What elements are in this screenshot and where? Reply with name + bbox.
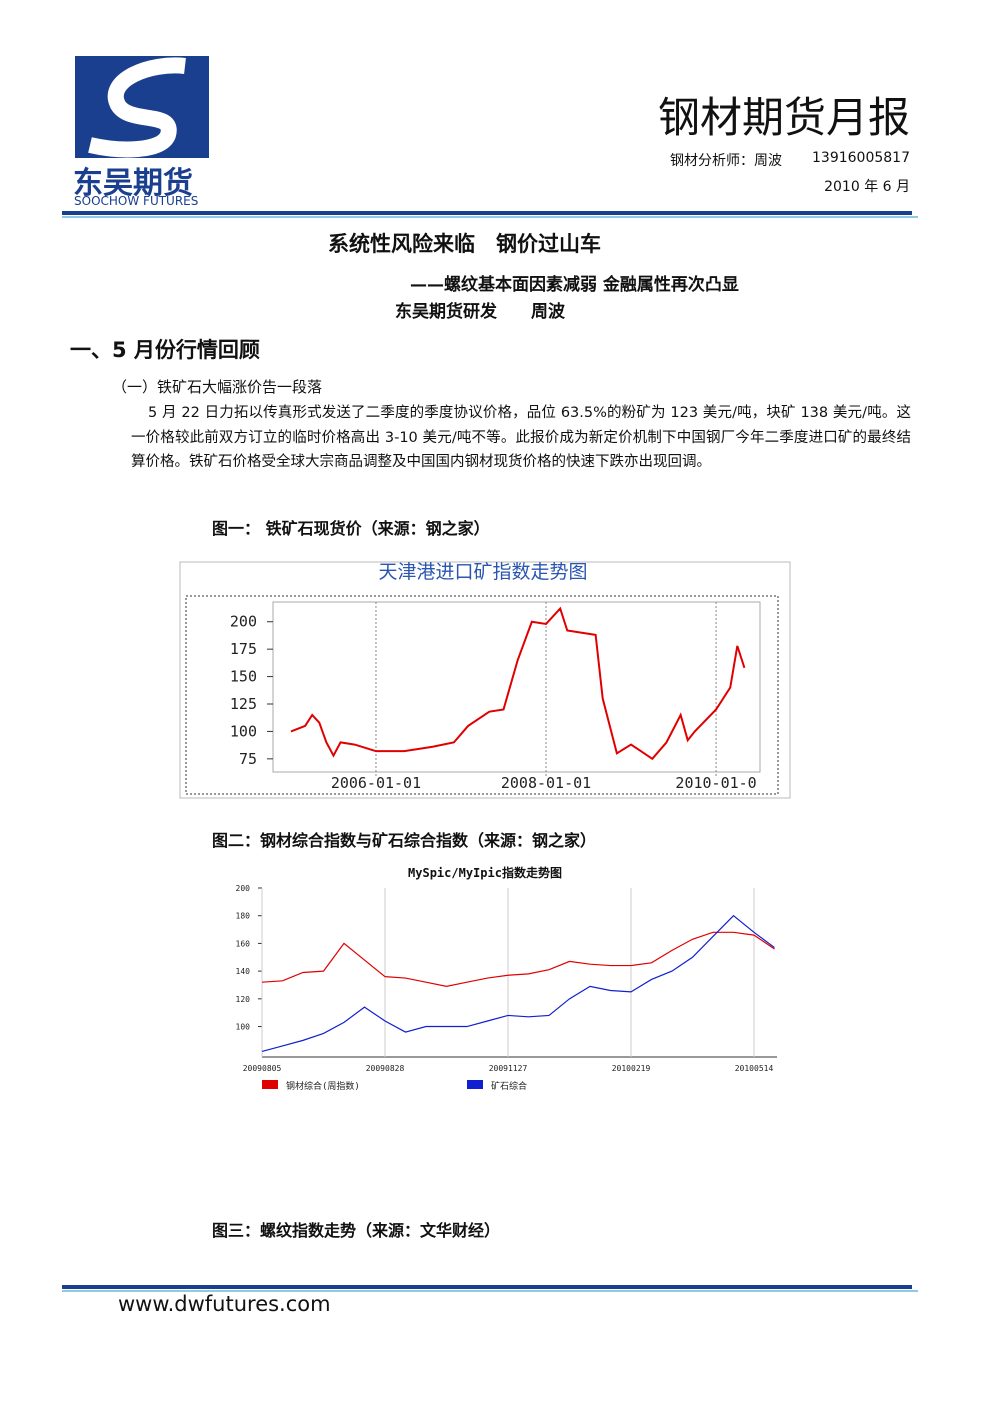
legend-swatch [262, 1080, 278, 1089]
y-tick-label: 75 [239, 750, 257, 768]
figure-caption: 图一： 铁矿石现货价（来源：钢之家） [212, 519, 490, 538]
subsection-heading: （一）铁矿石大幅涨价告一段落 [112, 378, 323, 396]
footer-url: www.dwfutures.com [118, 1292, 331, 1316]
x-tick-label: 2008-01-01 [501, 774, 591, 792]
x-tick-label: 20100219 [612, 1064, 651, 1073]
paragraph: 5 月 22 日力拓以传真形式发送了二季度的季度协议价格，品位 63.5%的粉矿… [131, 405, 911, 470]
subtitle: ——螺纹基本面因素减弱 金融属性再次凸显 [410, 275, 739, 295]
legend-swatch [467, 1080, 483, 1089]
byline: 东吴期货研发 周波 [395, 302, 565, 322]
footer-rule [62, 1285, 912, 1289]
header-rule [62, 211, 912, 215]
x-tick-label: 20090805 [243, 1064, 282, 1073]
date: 2010 年 6 月 [824, 179, 910, 195]
x-tick-label: 2010-01-0 [675, 774, 756, 792]
x-tick-label: 20091127 [489, 1064, 528, 1073]
footer-rule-light [62, 1290, 918, 1292]
y-tick-label: 120 [236, 995, 251, 1004]
chart-title: 天津港进口矿指数走势图 [378, 561, 587, 583]
y-tick-label: 200 [236, 884, 251, 893]
logo-en: SOOCHOW FUTURES [74, 194, 199, 208]
data-line [261, 931, 775, 987]
x-tick-label: 2006-01-01 [331, 774, 421, 792]
x-tick-label: 20100514 [735, 1064, 774, 1073]
chart-title: MySpic/MyIpic指数走势图 [408, 865, 562, 880]
y-tick-label: 150 [230, 668, 257, 686]
logo-cn: 东吴期货 [73, 166, 193, 201]
y-tick-label: 175 [230, 640, 257, 658]
header-rule-light [62, 216, 918, 218]
phone: 13916005817 [812, 150, 910, 166]
y-tick-label: 100 [236, 1023, 251, 1032]
plot-area [272, 601, 761, 773]
y-tick-label: 125 [230, 695, 257, 713]
y-tick-label: 200 [230, 613, 257, 631]
figure-frame [179, 561, 791, 799]
y-tick-label: 100 [230, 722, 257, 740]
data-line [261, 914, 775, 1053]
legend-label: 钢材综合(周指数) [286, 1080, 360, 1092]
report-title: 钢材期货月报 [657, 93, 910, 142]
logo [75, 56, 209, 158]
legend-label: 矿石综合 [491, 1080, 527, 1092]
data-line [290, 606, 746, 761]
x-tick-label: 20090828 [366, 1064, 405, 1073]
analyst: 钢材分析师：周波 [670, 153, 782, 169]
figure-inner-frame [185, 595, 779, 795]
y-tick-label: 180 [236, 912, 251, 921]
figure-caption: 图二：钢材综合指数与矿石综合指数（来源：钢之家） [212, 831, 597, 850]
section-heading: 一、5 月份行情回顾 [70, 338, 260, 362]
y-tick-label: 160 [236, 939, 251, 948]
article-title: 系统性风险来临 钢价过山车 [328, 232, 601, 256]
figure-caption: 图三：螺纹指数走势（来源：文华财经） [212, 1221, 501, 1240]
y-tick-label: 140 [236, 967, 251, 976]
